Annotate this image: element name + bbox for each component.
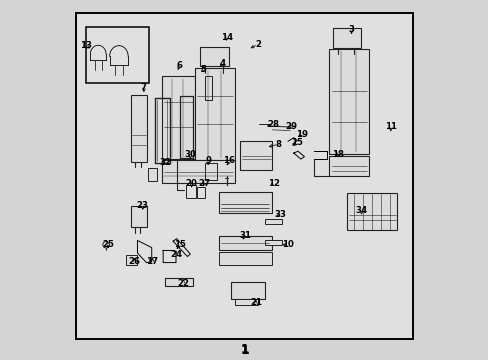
Bar <box>218 236 271 251</box>
Text: 22: 22 <box>177 279 189 288</box>
Text: 8: 8 <box>275 140 281 149</box>
Text: 1: 1 <box>240 343 248 356</box>
Bar <box>205 163 216 180</box>
Bar <box>346 193 396 230</box>
Bar <box>218 252 271 265</box>
Text: 5: 5 <box>200 65 206 74</box>
Text: 20: 20 <box>185 179 197 188</box>
Text: 2: 2 <box>255 40 261 49</box>
Bar <box>264 219 282 224</box>
Text: 3: 3 <box>348 26 354 35</box>
Bar <box>329 49 368 154</box>
Bar <box>162 76 194 159</box>
Text: 4: 4 <box>219 59 225 68</box>
Text: 6: 6 <box>176 61 182 70</box>
Text: 32: 32 <box>159 158 171 167</box>
Bar <box>162 160 234 183</box>
Bar <box>234 299 257 305</box>
Text: 18: 18 <box>331 150 343 159</box>
Text: 25: 25 <box>102 239 114 248</box>
Bar <box>264 240 282 245</box>
Text: 16: 16 <box>223 156 235 165</box>
Bar <box>240 140 272 170</box>
Text: 34: 34 <box>355 206 367 215</box>
Text: 30: 30 <box>184 150 196 159</box>
Bar <box>85 27 149 84</box>
Text: 10: 10 <box>282 240 293 249</box>
Text: 13: 13 <box>80 41 92 50</box>
Text: 23: 23 <box>137 201 148 210</box>
Text: 19: 19 <box>295 130 307 139</box>
Bar <box>332 28 360 49</box>
Bar <box>218 192 271 213</box>
Text: 31: 31 <box>239 231 251 240</box>
Bar <box>131 206 146 227</box>
Text: 26: 26 <box>128 257 141 266</box>
Bar <box>329 156 368 176</box>
Text: 21: 21 <box>249 298 262 307</box>
Bar <box>200 47 229 66</box>
Bar <box>195 68 235 160</box>
Text: 15: 15 <box>291 138 303 147</box>
Bar <box>185 185 196 198</box>
Text: 33: 33 <box>274 210 286 219</box>
Bar <box>165 278 193 286</box>
Bar <box>148 168 157 180</box>
Bar <box>131 95 146 162</box>
Text: 12: 12 <box>267 179 279 188</box>
Text: 29: 29 <box>285 122 297 131</box>
Text: 27: 27 <box>198 179 210 188</box>
Text: 24: 24 <box>170 250 182 259</box>
Bar <box>126 256 137 265</box>
Text: 17: 17 <box>146 257 158 266</box>
Bar <box>197 187 204 198</box>
Bar <box>230 282 264 299</box>
Bar <box>204 76 212 99</box>
Text: 7: 7 <box>141 82 146 91</box>
Text: 28: 28 <box>267 120 279 129</box>
Text: 1: 1 <box>240 344 248 357</box>
Text: 9: 9 <box>204 156 211 165</box>
Text: 11: 11 <box>384 122 396 131</box>
Text: 15: 15 <box>173 240 185 249</box>
Text: 14: 14 <box>221 32 233 41</box>
